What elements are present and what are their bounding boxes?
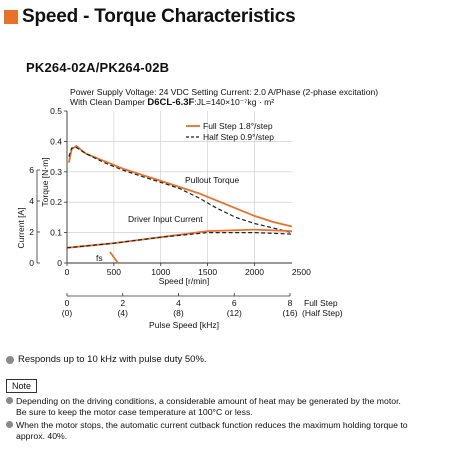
current-tick-label: 2 xyxy=(29,227,34,237)
x-tick-label: 0 xyxy=(65,267,70,277)
x-tick-label: 500 xyxy=(107,267,121,277)
annotation-pullout-torque: Pullout Torque xyxy=(185,175,239,185)
header-marker xyxy=(4,10,18,24)
note-dot xyxy=(6,421,13,428)
x-tick-label: 1000 xyxy=(151,267,170,277)
note-text: When the motor stops, the automatic curr… xyxy=(16,420,408,430)
current-axis-label: Current [A] xyxy=(16,207,26,248)
pulse-full-step-label: Full Step xyxy=(304,298,338,308)
current-tick-label: 4 xyxy=(29,196,34,206)
fs-line xyxy=(109,251,119,264)
legend-label: Half Step 0.9°/step xyxy=(203,132,274,142)
torque-axis-label: Torque [N·m] xyxy=(40,157,50,206)
pulse-tick-label-full: 0 xyxy=(65,298,70,308)
x-tick-label: 2000 xyxy=(245,267,264,277)
note-subtext: approx. 40%. xyxy=(16,430,68,441)
info-line-damper: With Clean Damper D6CL-6.3F:JL=140×10⁻⁷k… xyxy=(70,97,274,108)
torque-tick-label: 0.3 xyxy=(50,167,62,177)
x-tick-label: 1500 xyxy=(198,267,217,277)
series-line xyxy=(66,232,293,249)
bullet-dot xyxy=(6,355,14,364)
pulse-tick-label-half: (16) xyxy=(282,308,297,318)
torque-tick-label: 0.5 xyxy=(50,106,62,116)
annotation-driver-current: Driver Input Current xyxy=(128,214,203,224)
pulse-tick-label-full: 4 xyxy=(176,298,181,308)
current-tick-label: 0 xyxy=(29,258,34,268)
pulse-tick-label-half: (8) xyxy=(173,308,184,318)
torque-tick-label: 0 xyxy=(57,258,62,268)
feature-text: Responds up to 10 kHz with pulse duty 50… xyxy=(18,354,207,365)
section-header: Speed - Torque Characteristics xyxy=(4,5,296,29)
legend-label: Full Step 1.8°/step xyxy=(203,121,273,131)
note-item: Depending on the driving conditions, a c… xyxy=(6,396,401,417)
pulse-axis-label: Pulse Speed [kHz] xyxy=(149,320,219,330)
note-label: Note xyxy=(6,379,38,393)
pulse-tick-label-full: 8 xyxy=(288,298,293,308)
x-tick-label: 2500 xyxy=(292,267,311,277)
pulse-tick-label-half: (12) xyxy=(227,308,242,318)
note-text: Depending on the driving conditions, a c… xyxy=(16,396,401,406)
note-dot xyxy=(6,397,13,404)
model-name: PK264-02A/PK264-02B xyxy=(26,60,170,75)
current-tick-label: 6 xyxy=(29,165,34,175)
pulse-half-step-label: (Half Step) xyxy=(302,308,343,318)
series-line xyxy=(68,144,293,228)
info-line-supply: Power Supply Voltage: 24 VDC Setting Cur… xyxy=(70,87,378,97)
note-item: When the motor stops, the automatic curr… xyxy=(6,420,408,441)
torque-tick-label: 0.1 xyxy=(50,228,62,238)
pulse-tick-label-full: 6 xyxy=(232,298,237,308)
torque-tick-label: 0.2 xyxy=(50,197,62,207)
torque-tick-label: 0.4 xyxy=(50,136,62,146)
pulse-tick-label-half: (4) xyxy=(118,308,129,318)
page-title: Speed - Torque Characteristics xyxy=(22,6,296,27)
note-subtext: Be sure to keep the motor case temperatu… xyxy=(16,406,253,417)
series-line xyxy=(68,146,293,234)
pulse-tick-label-full: 2 xyxy=(120,298,125,308)
speed-torque-chart: Power Supply Voltage: 24 VDC Setting Cur… xyxy=(16,87,378,330)
x-axis-label: Speed [r/min] xyxy=(159,276,210,286)
annotation-fs: fs xyxy=(96,253,103,263)
pulse-tick-label-half: (0) xyxy=(62,308,73,318)
feature-bullet: Responds up to 10 kHz with pulse duty 50… xyxy=(6,354,207,365)
